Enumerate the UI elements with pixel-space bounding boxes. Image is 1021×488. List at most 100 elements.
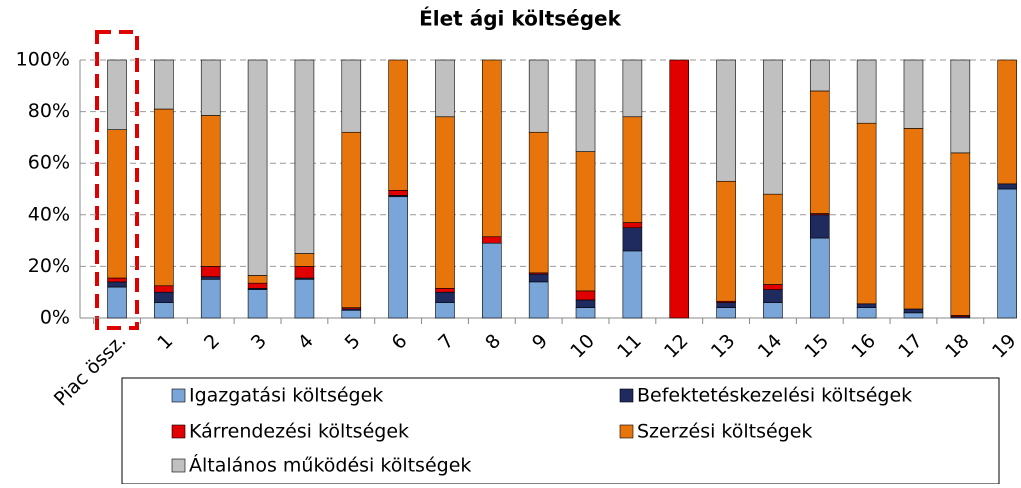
bar-segment (435, 291, 455, 303)
bar-segment (716, 59, 736, 182)
x-tick-label: 12 (660, 330, 693, 363)
bar-segment (528, 281, 549, 319)
bar-segment (997, 183, 1017, 190)
y-tick-label: 60% (28, 152, 70, 174)
bar-segment (575, 59, 596, 152)
bar-segment (763, 59, 783, 195)
bar-segment (388, 59, 408, 191)
bar-segment (716, 180, 736, 302)
y-tick-label: 20% (28, 255, 70, 277)
bar-segment (200, 276, 221, 280)
bar-segment (435, 302, 455, 319)
bar-segment (107, 59, 127, 130)
bar-segment (622, 222, 643, 228)
legend-swatch (171, 424, 186, 439)
bar-segment (903, 128, 924, 310)
bar-segment (107, 286, 127, 319)
bar-segment (528, 273, 549, 283)
legend-label: Kárrendezési költségek (189, 421, 409, 443)
highlight-box (95, 30, 139, 330)
bar-segment (341, 131, 362, 308)
legend-swatch (171, 388, 186, 403)
bar-segment (903, 308, 924, 314)
bar-segment (809, 237, 830, 319)
y-tick-label: 0% (40, 307, 70, 329)
x-tick-label: 10 (566, 330, 599, 363)
bar-segment (575, 307, 596, 319)
x-tick-label: 16 (847, 330, 880, 363)
legend-label: Befektetéskezelési költségek (637, 385, 912, 407)
bar-segment (856, 122, 877, 305)
bar-segment (997, 188, 1017, 319)
legend-label: Általános működési költségek (189, 454, 471, 477)
bar-segment (435, 59, 455, 118)
x-tick-label: 9 (528, 330, 552, 354)
y-tick-label: 80% (28, 100, 70, 122)
bar-segment (903, 59, 924, 129)
bar-segment (247, 275, 268, 284)
bar-segment (856, 303, 877, 308)
x-tick-label: 3 (247, 330, 271, 354)
bar-segment (200, 266, 221, 278)
x-tick-label: 18 (941, 330, 974, 363)
bar-segment (107, 277, 127, 283)
bar-segment (763, 284, 783, 290)
bar-segment (716, 307, 736, 319)
bar-segment (809, 59, 830, 92)
legend-swatch (619, 424, 634, 439)
bar-segment (903, 312, 924, 319)
y-tick-label: 40% (28, 203, 70, 225)
bar-segment (388, 196, 408, 319)
legend-label: Szerzési költségek (637, 421, 812, 443)
x-tick-label: 6 (387, 330, 411, 354)
bar-segment (809, 214, 830, 239)
bar-segment (763, 193, 783, 285)
bar-segment (950, 152, 971, 316)
x-tick-label: 5 (341, 330, 365, 354)
x-tick-label: 15 (801, 330, 834, 363)
bar-segment (575, 290, 596, 301)
x-tick-label: 13 (707, 330, 740, 363)
x-tick-label: 8 (481, 330, 505, 354)
x-tick-label: Piac össz. (50, 330, 131, 411)
bar-segment (154, 108, 174, 287)
x-tick-label: 2 (200, 330, 224, 354)
bar-segment (622, 59, 643, 118)
bar-segment (154, 285, 174, 293)
bar-segment (435, 288, 455, 293)
bar-segment (528, 131, 549, 274)
bar-segment (388, 189, 408, 196)
bar-segment (622, 227, 643, 252)
bar-segment (294, 266, 315, 279)
bar-segment (997, 59, 1017, 185)
bar-segment (200, 59, 221, 116)
bar-segment (200, 278, 221, 319)
bar-segment (154, 291, 174, 303)
bar-segment (763, 289, 783, 303)
bar-segment (341, 59, 362, 133)
x-tick-label: 7 (434, 330, 458, 354)
bar-segment (622, 250, 643, 319)
bar-segment (482, 242, 502, 319)
bar-segment (247, 59, 268, 276)
bar-segment (107, 129, 127, 279)
y-tick-label: 100% (16, 49, 70, 71)
bar-segment (528, 59, 549, 133)
x-tick-label: 19 (988, 330, 1021, 363)
bar-segment (200, 115, 221, 267)
legend-box (121, 377, 1000, 485)
bar-segment (809, 90, 830, 214)
bar-segment (856, 59, 877, 124)
x-tick-label: 14 (754, 330, 787, 363)
bar-segment (482, 59, 502, 238)
x-tick-label: 4 (294, 330, 318, 354)
bar-segment (154, 59, 174, 110)
bar-segment (716, 302, 736, 308)
legend-label: Igazgatási költségek (189, 385, 383, 407)
x-tick-label: 1 (153, 330, 177, 354)
bar-segment (575, 299, 596, 308)
x-tick-label: 17 (894, 330, 927, 363)
bar-segment (247, 282, 268, 289)
bar-segment (669, 59, 690, 319)
